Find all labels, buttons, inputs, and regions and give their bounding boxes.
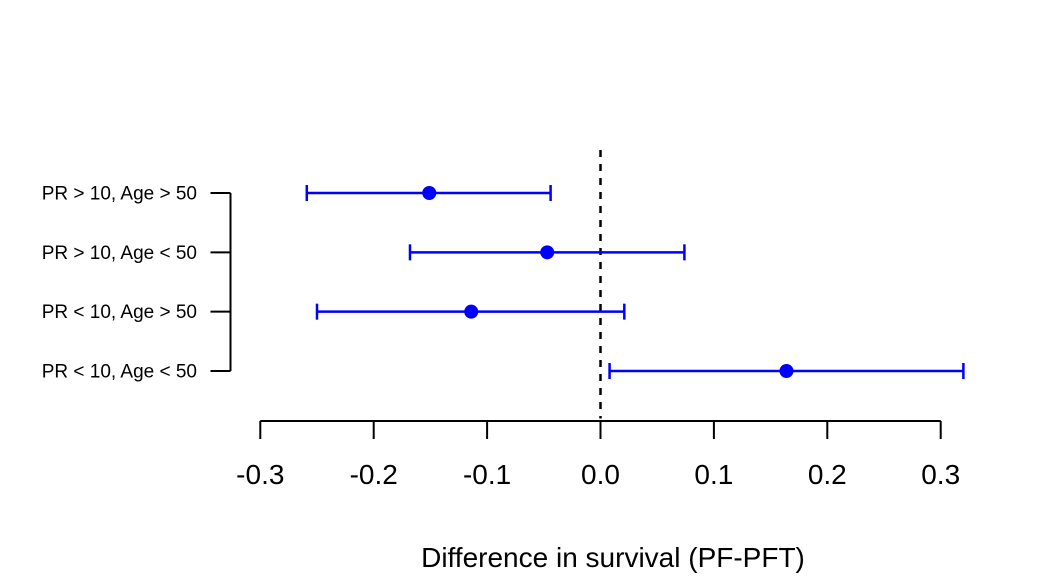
point-estimate [422,186,437,200]
category-label: PR > 10, Age > 50 [42,184,197,205]
category-label: PR < 10, Age < 50 [42,361,197,382]
point-estimate [779,363,794,378]
x-tick-label: 0.2 [808,459,847,490]
ci-row [608,362,965,379]
x-axis-group: -0.3 -0.2 -0.1 0.0 0.1 0.2 0.3 [236,420,960,490]
x-tick-label: -0.2 [350,459,398,490]
x-tick-label: 0.1 [694,459,733,490]
x-axis-title: Difference in survival (PF-PFT) [421,542,805,573]
x-tick-label: 0.0 [581,459,620,490]
x-tick-label: -0.3 [236,459,284,490]
ci-row [408,244,686,261]
ci-row [305,185,552,201]
y-axis-group: PR > 10, Age > 50 PR > 10, Age < 50 PR < 1… [42,184,232,382]
x-tick-label: -0.1 [463,459,511,490]
ci-row [315,303,626,320]
point-estimate [464,304,479,319]
x-tick-label: 0.3 [921,459,960,490]
point-estimate [540,245,555,260]
ci-rows-group [305,185,965,379]
category-label: PR < 10, Age > 50 [42,302,197,323]
category-label: PR > 10, Age < 50 [42,243,197,264]
